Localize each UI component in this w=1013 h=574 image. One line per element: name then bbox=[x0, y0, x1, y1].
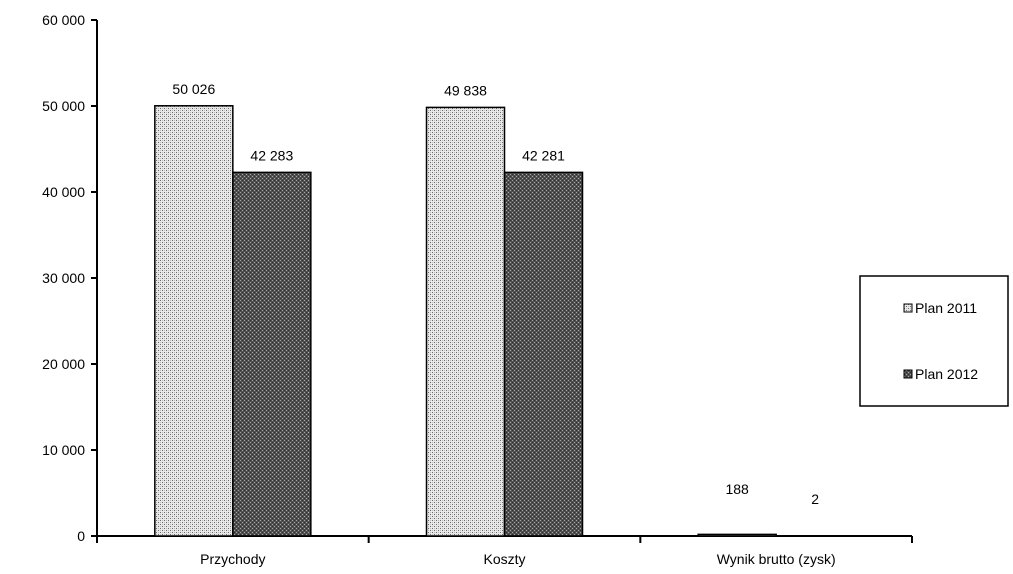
legend-label: Plan 2012 bbox=[915, 366, 978, 382]
data-label: 49 838 bbox=[444, 82, 487, 98]
legend-box bbox=[860, 276, 1008, 406]
legend-swatch bbox=[904, 370, 912, 378]
y-tick-label: 60 000 bbox=[42, 12, 85, 28]
bar-plan-2011 bbox=[698, 534, 776, 536]
y-tick-label: 50 000 bbox=[42, 98, 85, 114]
data-label: 50 026 bbox=[172, 81, 215, 97]
data-label: 42 281 bbox=[522, 147, 565, 163]
bar-plan-2011 bbox=[427, 107, 505, 536]
data-label: 42 283 bbox=[250, 147, 293, 163]
y-tick-label: 30 000 bbox=[42, 270, 85, 286]
bar-plan-2012 bbox=[505, 172, 583, 536]
y-tick-label: 40 000 bbox=[42, 184, 85, 200]
x-category-label: Wynik brutto (zysk) bbox=[717, 551, 836, 567]
legend: Plan 2011 Plan 2012 bbox=[860, 276, 1008, 406]
bars bbox=[155, 106, 854, 536]
legend-label: Plan 2011 bbox=[915, 300, 977, 316]
bar-plan-2012 bbox=[233, 172, 311, 536]
legend-swatch bbox=[904, 304, 912, 312]
y-tick-label: 10 000 bbox=[42, 442, 85, 458]
x-category-label: Koszty bbox=[483, 551, 525, 567]
x-category-label: Przychody bbox=[200, 551, 265, 567]
y-tick-label: 20 000 bbox=[42, 356, 85, 372]
data-label: 2 bbox=[811, 491, 819, 507]
data-label: 188 bbox=[725, 481, 749, 497]
bar-plan-2011 bbox=[155, 106, 233, 536]
y-tick-label: 0 bbox=[77, 528, 85, 544]
